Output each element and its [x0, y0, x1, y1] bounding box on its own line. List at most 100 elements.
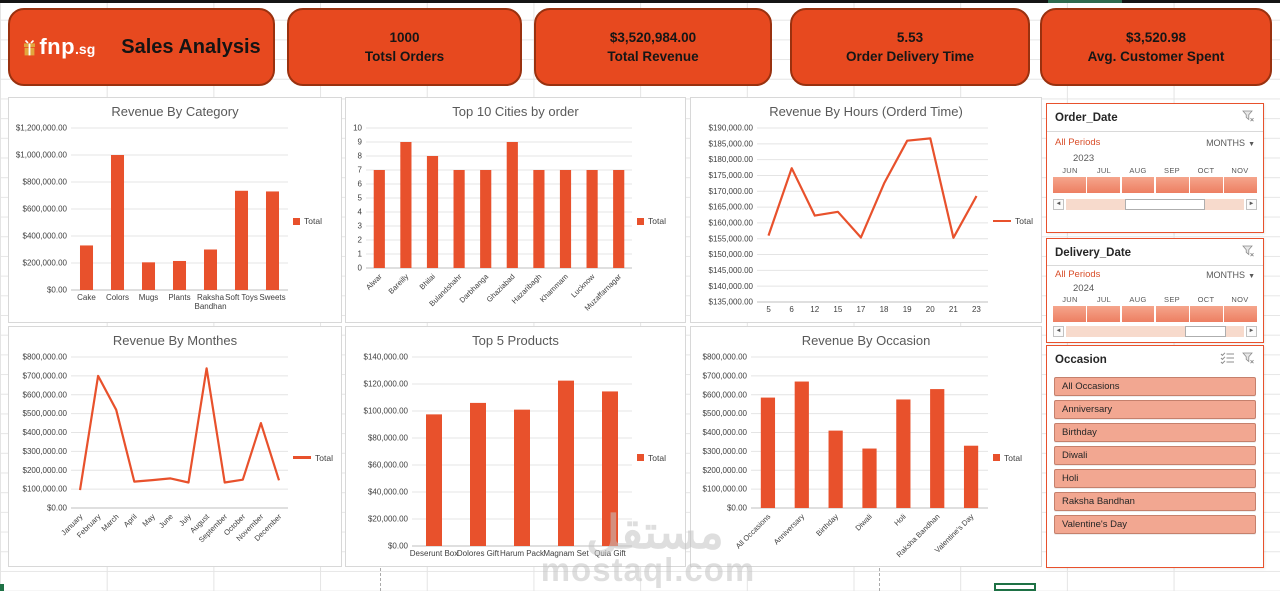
- selected-cell-outline: [994, 583, 1036, 591]
- scrollbar-thumb[interactable]: [1185, 325, 1227, 337]
- svg-text:Anniversary: Anniversary: [772, 512, 807, 547]
- timeline-segment[interactable]: [1087, 306, 1120, 322]
- timeline-month-label[interactable]: OCT: [1197, 295, 1215, 304]
- chart-title: Revenue By Monthes: [112, 333, 238, 348]
- kpi-label: Avg. Customer Spent: [1087, 49, 1225, 64]
- timeline-month-label[interactable]: SEP: [1164, 295, 1180, 304]
- timeline-month-label[interactable]: JUN: [1062, 295, 1078, 304]
- svg-text:6: 6: [789, 305, 794, 314]
- svg-text:$400,000.00: $400,000.00: [23, 232, 68, 241]
- scroll-right-arrow[interactable]: ►: [1246, 325, 1257, 337]
- scrollbar-thumb[interactable]: [1124, 198, 1205, 210]
- svg-text:Quia Gift: Quia Gift: [594, 549, 626, 558]
- occasion-item-raksha-bandhan[interactable]: Raksha Bandhan: [1054, 492, 1256, 511]
- svg-text:$0.00: $0.00: [47, 504, 68, 513]
- timeline-scrollbar[interactable]: ◄ ►: [1053, 198, 1257, 210]
- clear-filter-icon[interactable]: [1242, 351, 1255, 369]
- occasion-item-diwali[interactable]: Diwali: [1054, 446, 1256, 465]
- svg-text:$160,000.00: $160,000.00: [709, 219, 754, 228]
- timeline-segment[interactable]: [1224, 177, 1257, 193]
- svg-text:May: May: [140, 512, 157, 529]
- svg-text:Bareilly: Bareilly: [387, 272, 411, 296]
- svg-text:12: 12: [810, 305, 819, 314]
- svg-text:$600,000.00: $600,000.00: [703, 390, 748, 399]
- chart-revenue-by-category[interactable]: Revenue By Category $0.00 $200,000.00 $400…: [8, 97, 342, 323]
- occasion-item-valentine-s-day[interactable]: Valentine's Day: [1054, 515, 1256, 534]
- slicer-occasion[interactable]: Occasion All Occasions Anniversary Birthda…: [1046, 345, 1264, 568]
- occasion-item-all-occasions[interactable]: All Occasions: [1054, 377, 1256, 396]
- timeline-segment[interactable]: [1121, 177, 1155, 193]
- timeline-month-label[interactable]: NOV: [1231, 295, 1249, 304]
- timeline-month-label[interactable]: JUN: [1062, 166, 1078, 175]
- timeline-month-label[interactable]: AUG: [1129, 166, 1147, 175]
- svg-text:$0.00: $0.00: [47, 286, 68, 295]
- timeline-selection-bar[interactable]: [1053, 177, 1257, 193]
- svg-text:15: 15: [833, 305, 842, 314]
- chart-revenue-by-months[interactable]: Revenue By Monthes $0.00 $100,000.00 $200,…: [8, 326, 342, 567]
- timeline-segment[interactable]: [1087, 177, 1120, 193]
- timeline-order-date[interactable]: Order_Date All Periods MONTHS ▼ 2023 JUN J…: [1046, 103, 1264, 233]
- svg-text:$140,000.00: $140,000.00: [364, 353, 409, 362]
- bar: [963, 445, 979, 508]
- timeline-segment[interactable]: [1053, 306, 1086, 322]
- timeline-month-label[interactable]: OCT: [1197, 166, 1215, 175]
- timeline-segment[interactable]: [1190, 177, 1223, 193]
- kpi-label: Totsl Orders: [364, 49, 445, 64]
- occasion-item-holi[interactable]: Holi: [1054, 469, 1256, 488]
- svg-text:Harum Pack: Harum Pack: [500, 549, 545, 558]
- chart-top-10-cities[interactable]: Top 10 Cities by order 0 1 2 3 4 5 6 7 8 9 10 Alwar…: [345, 97, 686, 323]
- chart-title: Revenue By Category: [111, 104, 239, 119]
- granularity-dropdown[interactable]: MONTHS ▼: [1206, 137, 1255, 148]
- svg-text:17: 17: [856, 305, 865, 314]
- svg-text:0: 0: [358, 264, 363, 273]
- multi-select-icon[interactable]: [1220, 351, 1235, 369]
- timeline-segment[interactable]: [1190, 306, 1223, 322]
- svg-text:Magnam Set: Magnam Set: [543, 549, 589, 558]
- chart-canvas: $0.00 $100,000.00 $200,000.00 $300,000.00 $4…: [703, 353, 988, 559]
- clear-filter-icon[interactable]: [1242, 244, 1255, 262]
- legend: Total: [637, 351, 685, 564]
- line-series: [767, 137, 978, 239]
- timeline-segment[interactable]: [1121, 306, 1155, 322]
- svg-text:5: 5: [358, 194, 363, 203]
- svg-text:18: 18: [880, 305, 889, 314]
- timeline-month-label[interactable]: JUL: [1096, 295, 1112, 304]
- scroll-left-arrow[interactable]: ◄: [1053, 198, 1064, 210]
- legend-marker-icon: [293, 456, 311, 459]
- svg-text:$180,000.00: $180,000.00: [709, 155, 754, 164]
- svg-text:June: June: [157, 512, 175, 530]
- chart-top-5-products[interactable]: Top 5 Products $0.00 $20,000.00 $40,000.00…: [345, 326, 686, 567]
- chart-revenue-by-occasion[interactable]: Revenue By Occasion $0.00 $100,000.00 $200…: [690, 326, 1042, 567]
- svg-text:$500,000.00: $500,000.00: [703, 409, 748, 418]
- legend-label: Total: [315, 452, 333, 463]
- occasion-item-anniversary[interactable]: Anniversary: [1054, 400, 1256, 419]
- granularity-dropdown[interactable]: MONTHS ▼: [1206, 269, 1255, 280]
- chart-revenue-by-hours[interactable]: Revenue By Hours (Orderd Time) $135,000.…: [690, 97, 1042, 323]
- timeline-month-label[interactable]: SEP: [1164, 166, 1180, 175]
- timeline-segment[interactable]: [1053, 177, 1086, 193]
- scroll-left-arrow[interactable]: ◄: [1053, 325, 1064, 337]
- scrollbar-track[interactable]: [1066, 325, 1244, 337]
- occasion-item-birthday[interactable]: Birthday: [1054, 423, 1256, 442]
- clear-filter-icon[interactable]: [1242, 109, 1255, 127]
- timeline-segment[interactable]: [1155, 306, 1189, 322]
- chart-title: Top 10 Cities by order: [452, 104, 579, 119]
- scroll-right-arrow[interactable]: ►: [1246, 198, 1257, 210]
- scrollbar-track[interactable]: [1066, 198, 1244, 210]
- svg-text:$80,000.00: $80,000.00: [368, 434, 409, 443]
- bar: [514, 409, 530, 546]
- bar: [480, 170, 492, 268]
- timeline-month-label[interactable]: JUL: [1096, 166, 1112, 175]
- timeline-segment[interactable]: [1155, 177, 1189, 193]
- svg-text:5: 5: [766, 305, 771, 314]
- legend-marker-icon: [993, 219, 1011, 223]
- timeline-selection-bar[interactable]: [1053, 306, 1257, 322]
- timeline-segment[interactable]: [1224, 306, 1257, 322]
- svg-text:6: 6: [358, 180, 363, 189]
- bar: [265, 191, 280, 290]
- timeline-delivery-date[interactable]: Delivery_Date All Periods MONTHS ▼ 2024 J…: [1046, 238, 1264, 343]
- timeline-month-label[interactable]: NOV: [1231, 166, 1249, 175]
- svg-text:$150,000.00: $150,000.00: [709, 250, 754, 259]
- timeline-month-label[interactable]: AUG: [1129, 295, 1147, 304]
- timeline-scrollbar[interactable]: ◄ ►: [1053, 325, 1257, 337]
